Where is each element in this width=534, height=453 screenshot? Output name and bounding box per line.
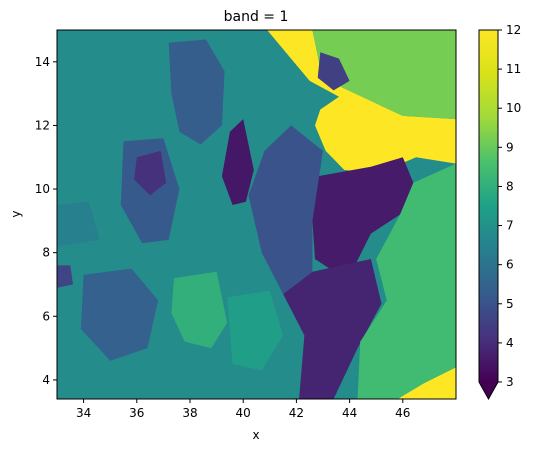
heatmap-region-southwest-blue bbox=[80, 268, 159, 361]
colorbar-tick-label: 12 bbox=[506, 23, 521, 37]
y-axis: 4 6 8 10 12 14 bbox=[35, 55, 57, 387]
colorbar-tick-label: 6 bbox=[506, 258, 514, 272]
heatmap-region-ogaden-dark bbox=[312, 157, 414, 275]
heatmap-region-gulf-of-aden-red-sea bbox=[267, 30, 456, 174]
x-tick-label: 46 bbox=[395, 406, 410, 420]
y-tick-label: 12 bbox=[35, 118, 50, 132]
colorbar-gradient bbox=[479, 30, 498, 382]
heatmap-region-west-edge-teal bbox=[57, 201, 100, 247]
heatmap-region-central-green-patch bbox=[171, 271, 228, 349]
heatmap-region-central-dark-patch bbox=[134, 150, 167, 196]
heatmap-region-east-mid-blue bbox=[248, 125, 323, 295]
y-tick-label: 10 bbox=[35, 182, 50, 196]
colorbar: 3 4 5 6 7 8 9 10 11 12 bbox=[478, 23, 521, 401]
colorbar-tick-label: 8 bbox=[506, 179, 514, 193]
colorbar-frame bbox=[478, 29, 499, 401]
heatmap-region-rift-dark-strip bbox=[221, 119, 254, 205]
x-tick-label: 34 bbox=[76, 406, 91, 420]
x-tick-label: 40 bbox=[236, 406, 251, 420]
colorbar-tick-label: 9 bbox=[506, 140, 514, 154]
colorbar-tick-label: 3 bbox=[506, 375, 514, 389]
y-axis-label: y bbox=[9, 210, 23, 217]
colorbar-tick-label: 5 bbox=[506, 297, 514, 311]
y-tick-label: 4 bbox=[42, 373, 50, 387]
x-axis-label: x bbox=[252, 428, 259, 442]
heatmap-region-somalia-coast-green bbox=[357, 163, 456, 399]
x-tick-label: 36 bbox=[129, 406, 144, 420]
x-tick-label: 38 bbox=[182, 406, 197, 420]
x-tick-label: 44 bbox=[342, 406, 357, 420]
colorbar-tick-label: 4 bbox=[506, 336, 514, 350]
plot-frame bbox=[56, 29, 457, 400]
heatmap-region-northwest-plateau-blue bbox=[168, 39, 225, 145]
heatmap-region-south-central-teal bbox=[227, 290, 284, 371]
y-tick-label: 6 bbox=[42, 309, 50, 323]
colorbar-extend-min bbox=[479, 382, 498, 399]
y-tick-label: 14 bbox=[35, 55, 50, 69]
heatmap-region-arabian-low-purple bbox=[317, 52, 350, 91]
colorbar-tick-label: 10 bbox=[506, 101, 521, 115]
colorbar-tick-label: 11 bbox=[506, 62, 521, 76]
x-axis: 34 36 38 40 42 44 46 bbox=[76, 399, 410, 420]
heatmap-region-southeast-dark bbox=[283, 259, 382, 399]
x-tick-label: 42 bbox=[289, 406, 304, 420]
heatmap-region-arabian-highland-green bbox=[312, 30, 456, 120]
colorbar-tick-label: 7 bbox=[506, 219, 514, 233]
colorbar-ticks: 3 4 5 6 7 8 9 10 11 12 bbox=[498, 23, 521, 389]
plot-area bbox=[56, 29, 457, 400]
heatmap-region-lower-left-upper-band bbox=[397, 367, 456, 399]
heatmap-region-lower-left-dark bbox=[57, 265, 73, 288]
y-tick-label: 8 bbox=[42, 246, 50, 260]
chart-title: band = 1 bbox=[224, 9, 289, 25]
